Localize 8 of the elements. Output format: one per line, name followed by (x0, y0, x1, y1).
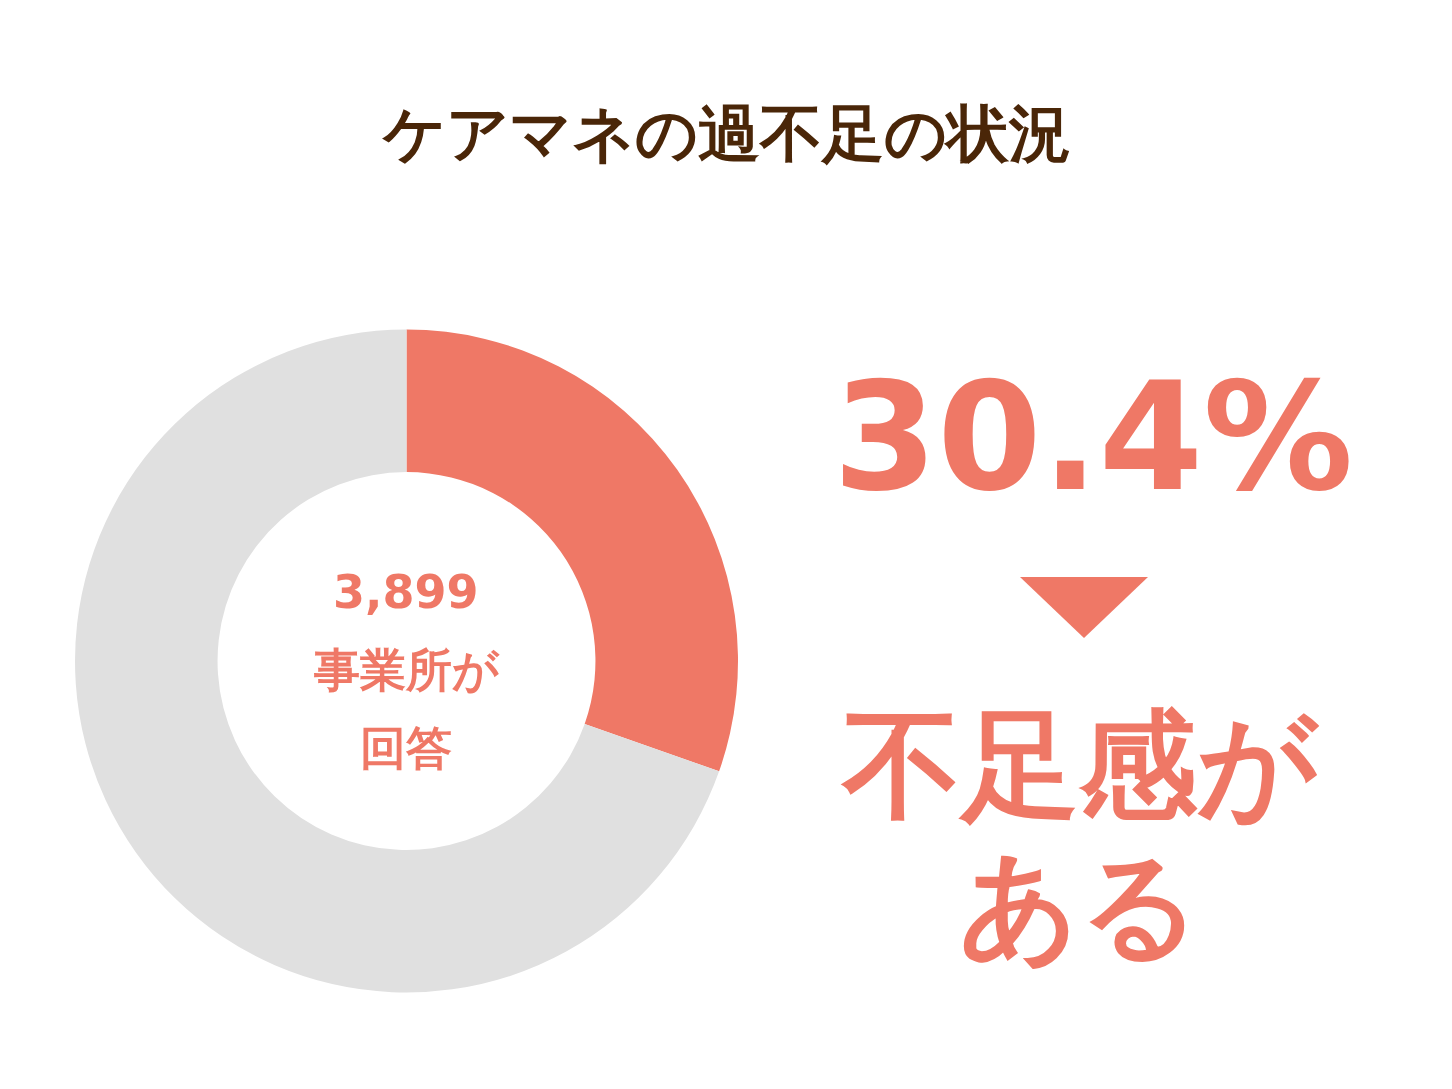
text: 不足感が (840, 696, 1320, 834)
text: ある (959, 836, 1201, 974)
chart-title: ケアマネの過不足の状況 (382, 97, 1071, 170)
text: 事業所が (313, 643, 500, 697)
text: 回答 (360, 721, 452, 775)
text: 30.4% (833, 350, 1354, 524)
donut-slice (75, 329, 720, 992)
text: 3,899 (333, 565, 479, 619)
